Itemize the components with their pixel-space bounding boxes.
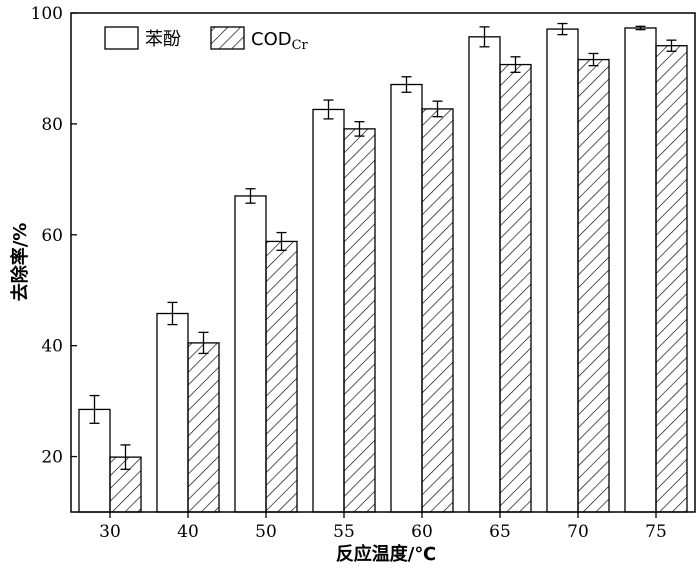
- bar-phenol-55: [312, 108, 345, 513]
- bar-cod-75: [655, 45, 688, 513]
- bar-phenol-60: [390, 83, 423, 513]
- errorbar-cod-75: [666, 39, 677, 52]
- bar-cod-40: [187, 342, 220, 513]
- bar-phenol-50: [234, 195, 267, 513]
- legend-label-cod: CODCr: [251, 29, 309, 53]
- errorbar-phenol-70: [557, 22, 568, 36]
- x-axis: 30 40 50 55 60 65 70 75: [99, 512, 667, 542]
- errorbar-phenol-30: [89, 394, 100, 424]
- bar-phenol-30: [78, 408, 111, 513]
- y-tick-label-20: 20: [41, 448, 63, 468]
- legend-label-phenol: 苯酚: [145, 29, 181, 50]
- bar-cod-70: [577, 58, 610, 513]
- errorbar-phenol-40: [167, 301, 178, 326]
- errorbar-phenol-55: [323, 99, 334, 120]
- errorbar-cod-50: [276, 231, 287, 251]
- x-tick-label-65: 65: [489, 522, 511, 542]
- bar-cod-60: [421, 108, 454, 513]
- errorbar-cod-60: [432, 100, 443, 118]
- legend-label-cod-subscript: Cr: [292, 38, 309, 53]
- x-axis-title: 反应温度/℃: [336, 543, 436, 565]
- bar-cod-55: [343, 128, 376, 513]
- x-tick-label-70: 70: [567, 522, 589, 542]
- errorbar-phenol-65: [479, 26, 490, 48]
- y-axis: 20 40 60 80 100: [31, 4, 77, 468]
- legend-swatch-phenol: [104, 26, 139, 50]
- errorbar-cod-30: [120, 444, 131, 470]
- x-tick-label-55: 55: [333, 522, 355, 542]
- x-tick-label-40: 40: [177, 522, 199, 542]
- x-tick-label-60: 60: [411, 522, 433, 542]
- y-axis-title: 去除率/%: [9, 223, 31, 302]
- errorbar-cod-70: [588, 52, 599, 67]
- errorbar-phenol-60: [401, 76, 412, 93]
- errorbar-phenol-75: [635, 25, 646, 31]
- bar-cod-50: [265, 240, 298, 513]
- legend: 苯酚 CODCr: [104, 26, 309, 53]
- x-tick-label-50: 50: [255, 522, 277, 542]
- legend-swatch-cod: [210, 26, 245, 50]
- errorbar-cod-40: [198, 331, 209, 355]
- errorbar-cod-55: [354, 121, 365, 137]
- bar-phenol-70: [546, 28, 579, 513]
- errorbar-phenol-50: [245, 188, 256, 204]
- bars-layer: [78, 27, 688, 513]
- bar-cod-65: [499, 63, 532, 513]
- x-tick-label-30: 30: [99, 522, 121, 542]
- y-tick-label-40: 40: [41, 337, 63, 357]
- y-tick-label-80: 80: [41, 115, 63, 135]
- bar-phenol-65: [468, 36, 501, 513]
- y-tick-label-60: 60: [41, 226, 63, 246]
- bar-phenol-75: [624, 27, 657, 513]
- plot-area-frame: [70, 12, 696, 513]
- errorbars-layer: [89, 22, 677, 470]
- legend-label-cod-main: COD: [251, 29, 292, 50]
- bar-phenol-40: [156, 312, 189, 513]
- x-tick-label-75: 75: [645, 522, 667, 542]
- y-tick-label-100: 100: [31, 4, 63, 24]
- errorbar-cod-65: [510, 56, 521, 73]
